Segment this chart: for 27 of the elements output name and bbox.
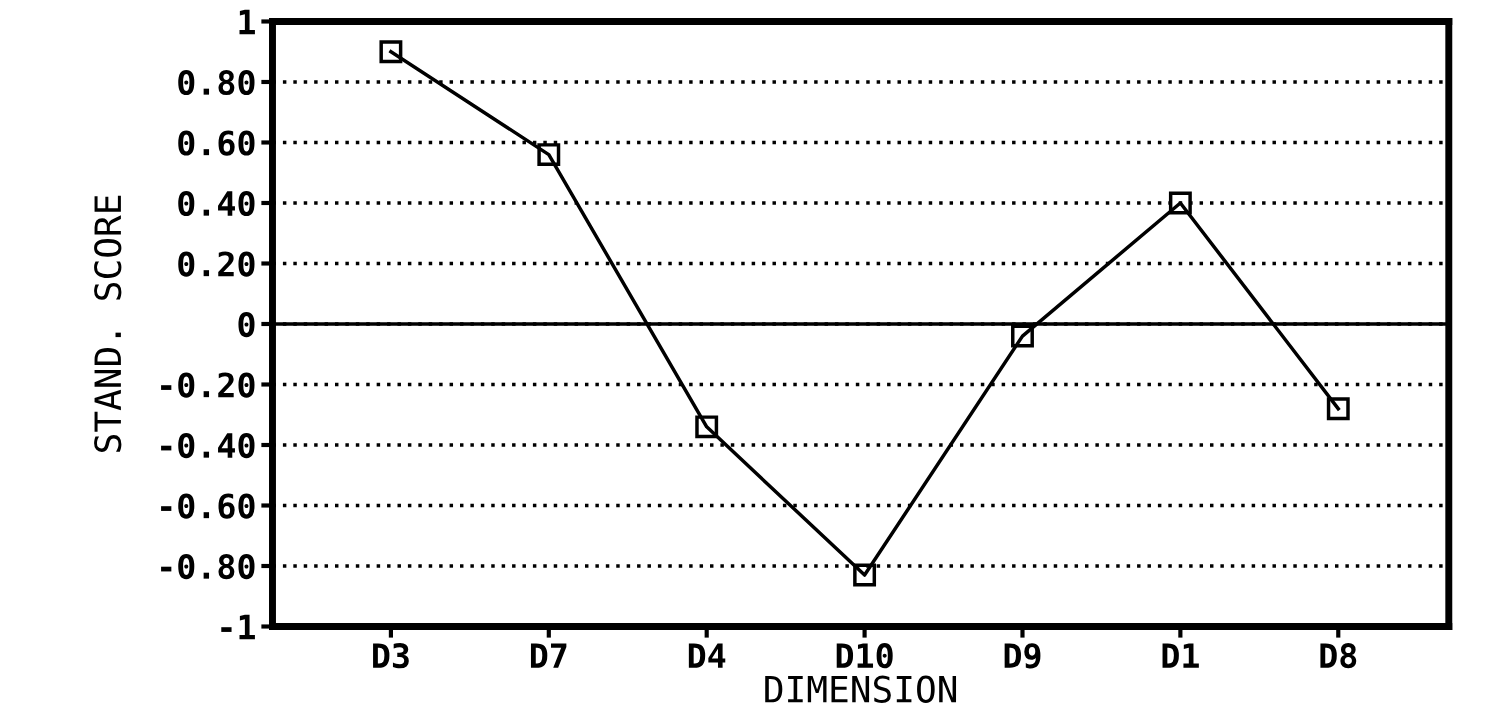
y-tick-label: 0.40	[178, 190, 255, 217]
y-tick-label: -0.20	[161, 372, 255, 398]
point	[695, 415, 719, 439]
y-tick-label: 0.80	[178, 69, 255, 96]
point	[379, 40, 403, 64]
x-tick-label: D3	[373, 643, 409, 669]
y-tick-label: -1	[221, 614, 255, 640]
y-tick-label: 0.20	[178, 251, 255, 277]
y-tick-label: 1	[239, 9, 255, 35]
y-tick-label: -0.60	[161, 493, 255, 519]
point	[537, 143, 561, 167]
y-axis-title: STAND. SCORE	[94, 195, 122, 452]
y-tick-label: 0.60	[178, 130, 255, 156]
point	[1326, 397, 1350, 421]
x-tick-label: D4	[688, 643, 726, 668]
y-tick-label: -0.80	[161, 553, 255, 580]
x-tick-label: D9	[1004, 643, 1041, 669]
x-tick-label: D10	[836, 643, 893, 669]
point	[1168, 191, 1192, 215]
y-tick-label: -0.40	[161, 432, 255, 459]
x-tick-label: D7	[530, 643, 567, 668]
x-tick-label: D1	[1162, 643, 1199, 668]
y-tick-label: 0	[238, 311, 255, 338]
x-axis-title: DIMENSION	[765, 675, 957, 703]
x-tick-label: D8	[1320, 643, 1357, 669]
point	[853, 563, 877, 587]
point	[1011, 324, 1034, 348]
